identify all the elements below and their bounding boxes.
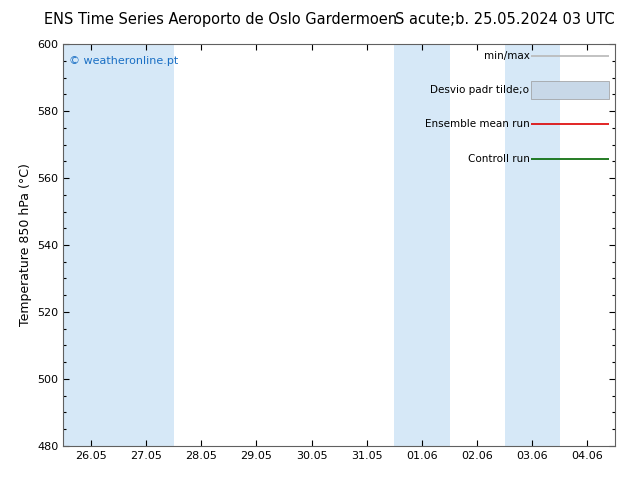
Bar — [63, 44, 119, 446]
Bar — [119, 44, 174, 446]
Y-axis label: Temperature 850 hPa (°C): Temperature 850 hPa (°C) — [19, 164, 32, 326]
Text: Controll run: Controll run — [468, 153, 529, 164]
Bar — [394, 44, 450, 446]
Text: Ensemble mean run: Ensemble mean run — [425, 120, 529, 129]
Text: S acute;b. 25.05.2024 03 UTC: S acute;b. 25.05.2024 03 UTC — [396, 12, 615, 27]
Bar — [505, 44, 560, 446]
Text: ENS Time Series Aeroporto de Oslo Gardermoen: ENS Time Series Aeroporto de Oslo Garder… — [44, 12, 398, 27]
Text: © weatheronline.pt: © weatheronline.pt — [69, 56, 178, 66]
Text: min/max: min/max — [484, 51, 529, 61]
Text: Desvio padr tilde;o: Desvio padr tilde;o — [430, 85, 529, 96]
Bar — [531, 81, 609, 99]
